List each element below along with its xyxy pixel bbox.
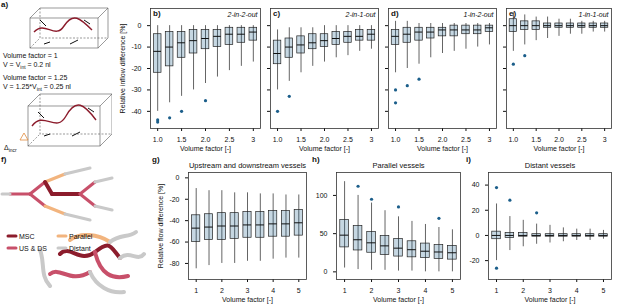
svg-text:2.5: 2.5 <box>577 136 587 143</box>
svg-text:4: 4 <box>424 287 428 294</box>
svg-text:-80: -80 <box>169 260 179 267</box>
svg-text:Volume factor [-]: Volume factor [-] <box>417 145 468 153</box>
svg-text:2.0: 2.0 <box>438 136 448 143</box>
svg-text:-40: -40 <box>131 108 141 115</box>
svg-text:Volume factor [-]: Volume factor [-] <box>222 296 273 304</box>
svg-text:2-in-1-out: 2-in-1-out <box>345 11 377 18</box>
svg-text:Volume factor [-]: Volume factor [-] <box>299 145 350 153</box>
svg-text:Volume factor = 1: Volume factor = 1 <box>3 52 58 59</box>
svg-text:1: 1 <box>343 287 347 294</box>
svg-text:Parallel vessels: Parallel vessels <box>372 161 424 170</box>
html-text:b): b) <box>153 9 161 18</box>
svg-text:Volume factor [-]: Volume factor [-] <box>180 145 231 153</box>
svg-text:0: 0 <box>324 268 328 275</box>
svg-text:100: 100 <box>316 192 328 199</box>
svg-text:Distant vessels: Distant vessels <box>525 161 576 170</box>
html-text:g): g) <box>152 155 160 164</box>
svg-text:-10: -10 <box>131 43 141 50</box>
svg-text:-20: -20 <box>469 257 479 264</box>
html-text:i): i) <box>466 155 471 164</box>
svg-text:Distant: Distant <box>69 245 91 252</box>
svg-text:5: 5 <box>602 287 606 294</box>
svg-text:1.0: 1.0 <box>153 136 163 143</box>
svg-text:3: 3 <box>603 136 607 143</box>
svg-text:V = Vint = 0.2 nl: V = Vint = 0.2 nl <box>3 61 51 70</box>
svg-text:MSC: MSC <box>19 233 35 240</box>
svg-text:3: 3 <box>548 287 552 294</box>
svg-text:Relative inflow difference [%]: Relative inflow difference [%] <box>119 24 127 114</box>
svg-text:1: 1 <box>495 287 499 294</box>
svg-text:1: 1 <box>194 287 198 294</box>
svg-text:Δincr: Δincr <box>4 144 17 153</box>
svg-text:2.5: 2.5 <box>461 136 471 143</box>
svg-text:1.0: 1.0 <box>273 136 283 143</box>
svg-text:1.5: 1.5 <box>177 136 187 143</box>
html-text:e): e) <box>509 9 517 18</box>
svg-text:5: 5 <box>297 287 301 294</box>
svg-text:2: 2 <box>220 287 224 294</box>
svg-text:1.5: 1.5 <box>296 136 306 143</box>
svg-text:2.5: 2.5 <box>225 136 235 143</box>
html-text:c): c) <box>273 9 281 18</box>
svg-text:V = 1.25*Vint = 0.25 nl: V = 1.25*Vint = 0.25 nl <box>3 83 71 92</box>
html-text:f): f) <box>1 155 7 164</box>
svg-text:1.0: 1.0 <box>508 136 518 143</box>
svg-text:3: 3 <box>488 136 492 143</box>
svg-text:2.0: 2.0 <box>320 136 330 143</box>
svg-text:Volume factor [-]: Volume factor [-] <box>373 296 424 304</box>
svg-text:20: 20 <box>472 207 480 214</box>
svg-text:1.5: 1.5 <box>531 136 541 143</box>
html-text:a): a) <box>1 0 9 9</box>
svg-text:2.0: 2.0 <box>201 136 211 143</box>
svg-text:5: 5 <box>450 287 454 294</box>
svg-text:2: 2 <box>370 287 374 294</box>
svg-text:2.5: 2.5 <box>343 136 353 143</box>
svg-text:2-in-2-out: 2-in-2-out <box>227 11 259 18</box>
svg-text:-30: -30 <box>131 86 141 93</box>
svg-text:2.0: 2.0 <box>554 136 564 143</box>
svg-text:3: 3 <box>246 287 250 294</box>
svg-text:1.5: 1.5 <box>414 136 424 143</box>
svg-text:0: 0 <box>476 232 480 239</box>
svg-text:Upstream and downstream vessel: Upstream and downstream vessels <box>189 161 306 170</box>
svg-text:-20: -20 <box>169 195 179 202</box>
svg-text:4: 4 <box>271 287 275 294</box>
svg-text:2: 2 <box>521 287 525 294</box>
svg-text:-20: -20 <box>131 65 141 72</box>
svg-text:Volume factor [-]: Volume factor [-] <box>534 145 585 153</box>
svg-text:1.0: 1.0 <box>391 136 401 143</box>
svg-text:4: 4 <box>575 287 579 294</box>
html-text:d): d) <box>391 9 399 18</box>
svg-text:Relative flow difference [%]: Relative flow difference [%] <box>157 184 165 268</box>
svg-text:40: 40 <box>472 181 480 188</box>
svg-text:3: 3 <box>370 136 374 143</box>
svg-text:Parallel: Parallel <box>69 233 93 240</box>
svg-text:50: 50 <box>320 230 328 237</box>
svg-text:0: 0 <box>176 174 180 181</box>
svg-text:3: 3 <box>251 136 255 143</box>
svg-text:3: 3 <box>397 287 401 294</box>
svg-text:1-in-1-out: 1-in-1-out <box>579 11 610 18</box>
svg-text:-60: -60 <box>169 238 179 245</box>
svg-text:-40: -40 <box>169 217 179 224</box>
svg-text:US & DS: US & DS <box>19 245 47 252</box>
svg-text:Volume factor [-]: Volume factor [-] <box>525 296 576 304</box>
svg-text:0: 0 <box>138 22 142 29</box>
html-text:h): h) <box>312 155 320 164</box>
svg-text:1-in-2-out: 1-in-2-out <box>464 11 495 18</box>
svg-text:Volume factor = 1.25: Volume factor = 1.25 <box>3 74 68 81</box>
